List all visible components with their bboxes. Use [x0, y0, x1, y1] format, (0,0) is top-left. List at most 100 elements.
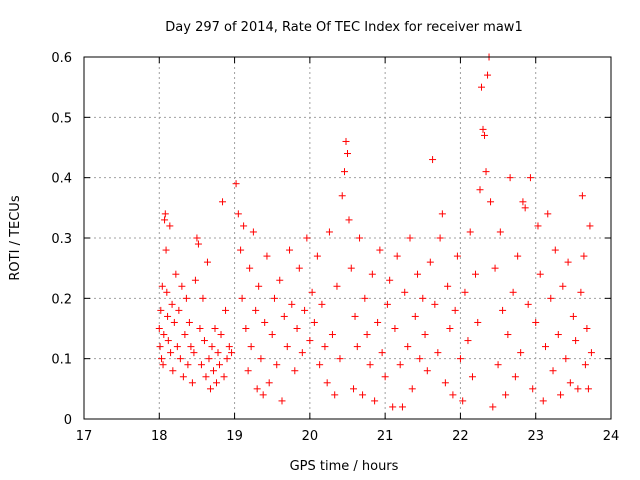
data-point [323, 379, 331, 387]
data-point [222, 306, 230, 314]
data-point [371, 397, 379, 405]
data-point [449, 391, 457, 399]
data-point [476, 186, 484, 194]
data-point [345, 216, 353, 224]
chart-title: Day 297 of 2014, Rate Of TEC Index for r… [165, 20, 522, 35]
x-tick-label: 18 [151, 429, 168, 444]
data-point [170, 318, 178, 326]
data-point [431, 300, 439, 308]
data-point [398, 403, 406, 411]
data-point [479, 125, 487, 133]
data-point [223, 355, 231, 363]
data-point [577, 288, 585, 296]
data-point [280, 312, 288, 320]
data-point [163, 288, 171, 296]
x-tick-label: 22 [452, 429, 469, 444]
data-point [529, 385, 537, 393]
data-point [423, 367, 431, 375]
data-point [197, 361, 205, 369]
data-point [487, 198, 495, 206]
data-point [441, 379, 449, 387]
data-point [353, 343, 361, 351]
data-point [333, 282, 341, 290]
data-point [240, 222, 248, 230]
data-point [234, 210, 242, 218]
data-point [220, 373, 228, 381]
data-point [156, 343, 164, 351]
data-point [366, 361, 374, 369]
data-point [444, 282, 452, 290]
data-point [356, 234, 364, 242]
data-point [587, 349, 595, 357]
data-point [519, 198, 527, 206]
data-point [158, 355, 166, 363]
data-point [214, 349, 222, 357]
y-tick-label: 0.4 [51, 172, 72, 187]
data-point [426, 258, 434, 266]
data-point [313, 252, 321, 260]
data-point [342, 137, 350, 145]
data-point [166, 222, 174, 230]
data-point [436, 234, 444, 242]
data-point [278, 397, 286, 405]
y-tick-label: 0 [64, 413, 72, 428]
data-point [363, 331, 371, 339]
data-point [175, 306, 183, 314]
data-point [259, 391, 267, 399]
data-point [321, 343, 329, 351]
data-point [534, 222, 542, 230]
data-point [578, 192, 586, 200]
data-point [188, 379, 196, 387]
data-point [161, 210, 169, 218]
data-point [162, 246, 170, 254]
y-axis-label: ROTI / TECUs [8, 195, 23, 280]
data-point [474, 318, 482, 326]
data-point [328, 331, 336, 339]
data-point [429, 156, 437, 164]
data-point [298, 349, 306, 357]
data-point [549, 367, 557, 375]
data-point [203, 258, 211, 266]
data-point [331, 391, 339, 399]
axis-ticks: 17 18 19 20 21 22 23 24 0 0.1 0.2 0.3 0.4 0.5 0.6 [51, 51, 619, 444]
data-point [187, 343, 195, 351]
data-point [456, 355, 464, 363]
data-point [161, 216, 169, 224]
data-point [209, 367, 217, 375]
data-point [506, 174, 514, 182]
data-point [184, 361, 192, 369]
data-point [361, 294, 369, 302]
data-point [336, 355, 344, 363]
data-point [584, 385, 592, 393]
data-point [246, 264, 254, 272]
data-point [237, 246, 245, 254]
data-point [446, 325, 454, 332]
data-point [491, 264, 499, 272]
data-point [419, 294, 427, 302]
data-point [453, 252, 461, 260]
data-point [539, 397, 547, 405]
data-point [173, 343, 181, 351]
x-tick-label: 20 [302, 429, 319, 444]
data-point [194, 240, 202, 248]
data-point [232, 180, 240, 188]
y-tick-label: 0.2 [51, 292, 72, 307]
data-point [376, 246, 384, 254]
data-point [451, 306, 459, 314]
data-point [586, 222, 594, 230]
data-point [581, 361, 589, 369]
y-tick-label: 0.6 [51, 51, 72, 66]
data-point [217, 331, 225, 339]
data-point [181, 331, 189, 339]
data-point [551, 246, 559, 254]
data-point [569, 312, 577, 320]
data-point [301, 306, 309, 314]
data-point [247, 343, 255, 351]
data-point [219, 198, 227, 206]
data-point [350, 385, 358, 393]
data-point [167, 349, 175, 357]
data-point [386, 276, 394, 284]
data-point [499, 306, 507, 314]
scatter-points [155, 53, 595, 411]
